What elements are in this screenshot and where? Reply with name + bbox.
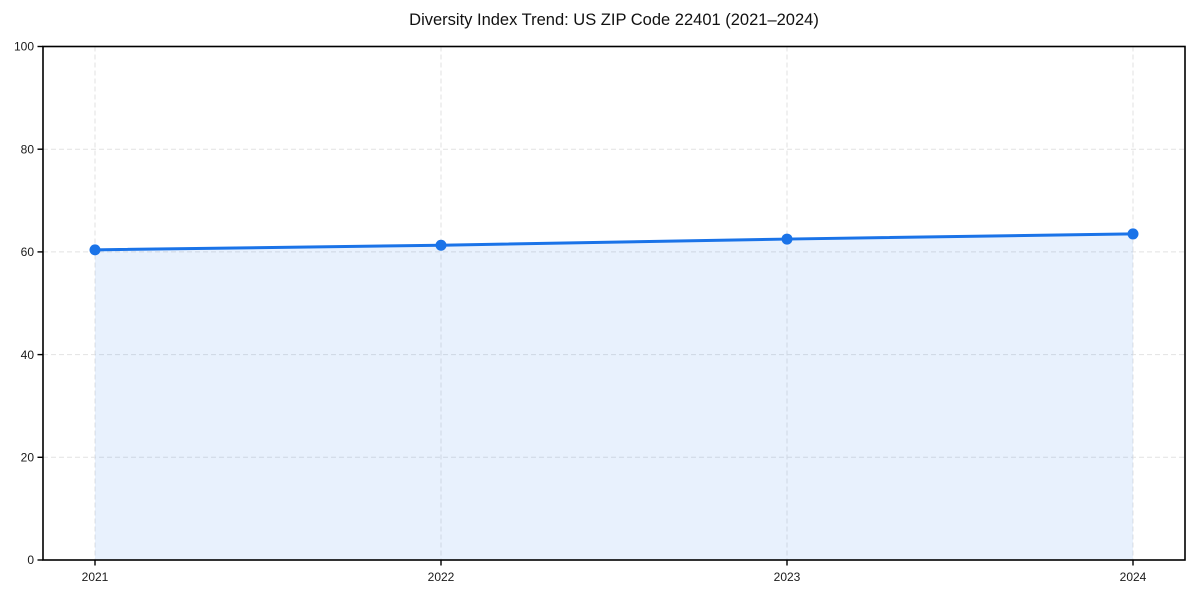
chart-title: Diversity Index Trend: US ZIP Code 22401… [409, 11, 819, 29]
plot-frame [42, 45, 1186, 561]
y-tick-label: 80 [21, 142, 35, 156]
y-tick-label: 0 [27, 553, 34, 567]
y-tick-label: 60 [21, 245, 35, 259]
data-point-2021 [89, 244, 101, 256]
data-point-2023 [781, 233, 793, 245]
x-tick-label: 2024 [1120, 570, 1147, 584]
data-point-2024 [1127, 228, 1139, 240]
x-tick-label: 2022 [428, 570, 455, 584]
y-tick-label: 20 [21, 451, 35, 465]
x-tick-label: 2023 [774, 570, 801, 584]
trend-line [93, 232, 1135, 252]
area-fill [95, 233, 1133, 561]
y-tick-label: 100 [14, 40, 34, 54]
data-point-2022 [435, 239, 447, 251]
y-tick-label: 40 [21, 348, 35, 362]
x-tick-label: 2021 [82, 570, 109, 584]
